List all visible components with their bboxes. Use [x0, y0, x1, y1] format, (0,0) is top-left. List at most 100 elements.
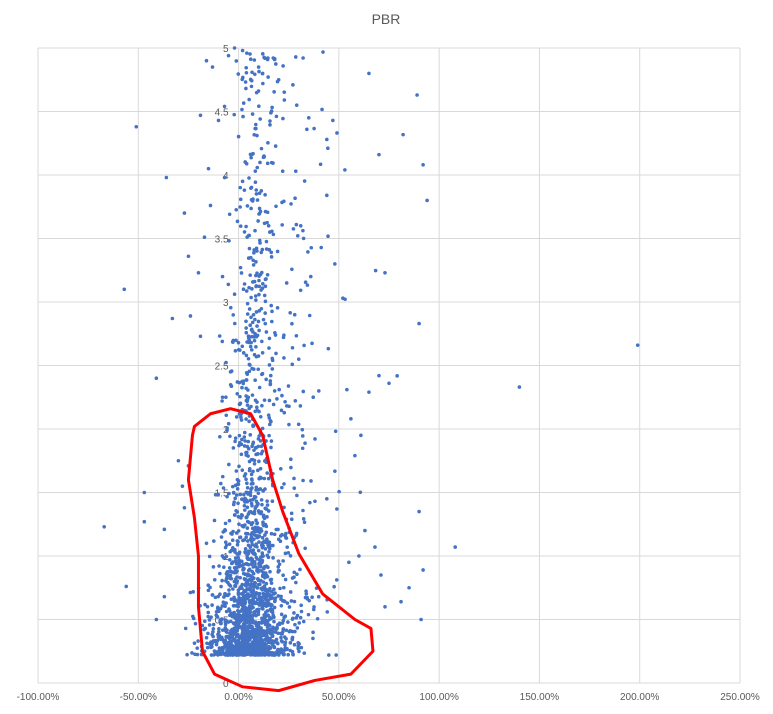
data-point: [251, 571, 256, 576]
data-point: [297, 621, 302, 625]
data-point: [231, 340, 235, 344]
data-point: [242, 577, 247, 581]
data-point: [269, 616, 273, 621]
data-point: [282, 652, 286, 657]
data-point: [218, 648, 222, 653]
data-point: [241, 647, 246, 652]
data-point: [236, 348, 241, 352]
data-point: [453, 545, 457, 549]
data-point: [240, 437, 244, 442]
data-point: [269, 577, 274, 582]
data-point: [281, 559, 285, 563]
x-tick-label: 250.00%: [720, 692, 760, 703]
data-point: [266, 509, 271, 513]
data-point: [257, 328, 261, 333]
data-point: [295, 572, 299, 577]
data-point: [295, 493, 299, 498]
data-point: [257, 594, 261, 599]
data-point: [353, 453, 357, 458]
data-point: [305, 283, 310, 287]
data-point: [264, 239, 269, 244]
data-point: [301, 56, 305, 60]
data-point: [232, 626, 237, 631]
data-point: [257, 591, 262, 596]
data-point: [245, 526, 250, 530]
data-point: [240, 77, 245, 82]
data-point: [227, 566, 232, 570]
data-point: [250, 520, 255, 525]
data-point: [243, 439, 247, 443]
data-point: [275, 641, 280, 646]
data-point: [288, 554, 293, 558]
data-point: [254, 354, 259, 359]
data-point: [252, 494, 257, 499]
data-point: [247, 419, 251, 424]
data-point: [241, 594, 246, 598]
data-point: [281, 585, 286, 590]
data-point: [280, 485, 284, 490]
data-point: [207, 618, 212, 622]
y-tick-label: 0: [223, 679, 229, 690]
data-point: [209, 615, 213, 619]
data-point: [182, 505, 187, 510]
data-point: [255, 165, 260, 170]
data-point: [225, 428, 229, 433]
data-point: [267, 422, 272, 427]
data-point: [220, 474, 225, 479]
data-point: [244, 477, 248, 482]
data-point: [258, 602, 263, 607]
data-point: [267, 623, 272, 628]
data-point: [254, 565, 258, 569]
data-point: [289, 465, 293, 470]
data-point: [195, 646, 200, 650]
data-point: [294, 531, 299, 536]
data-point: [213, 492, 218, 497]
data-point: [252, 251, 256, 255]
data-point: [295, 613, 300, 618]
data-point: [220, 399, 224, 403]
data-point: [227, 238, 231, 243]
data-point: [223, 638, 228, 643]
data-point: [237, 596, 242, 601]
data-point: [301, 389, 306, 394]
data-point: [254, 485, 259, 490]
data-point: [183, 626, 188, 631]
data-point: [278, 534, 283, 538]
data-point: [232, 513, 237, 517]
data-point: [235, 604, 240, 608]
data-point: [244, 417, 248, 421]
data-point: [205, 604, 210, 609]
data-point: [255, 133, 259, 138]
data-point: [261, 554, 265, 558]
data-point: [219, 481, 223, 486]
data-point: [248, 498, 252, 503]
data-point: [287, 605, 292, 609]
data-point: [253, 122, 258, 127]
data-point: [249, 78, 254, 83]
data-point: [237, 563, 242, 567]
data-point: [270, 596, 275, 600]
data-point: [261, 607, 265, 611]
data-point: [280, 393, 284, 398]
data-point: [349, 417, 353, 421]
data-point: [254, 499, 259, 504]
data-point: [252, 611, 257, 616]
data-point: [257, 540, 261, 544]
data-point: [217, 334, 222, 338]
data-point: [241, 609, 246, 613]
data-point: [272, 57, 277, 62]
y-tick-label: 4.5: [215, 108, 229, 119]
data-point: [309, 479, 313, 483]
data-point: [247, 637, 252, 642]
data-point: [235, 575, 239, 579]
data-point: [289, 599, 294, 603]
data-point: [225, 575, 229, 579]
data-point: [257, 212, 261, 216]
data-point: [288, 628, 293, 633]
data-point: [203, 602, 207, 607]
data-point: [182, 211, 187, 215]
data-point: [214, 613, 219, 617]
data-point: [224, 413, 229, 418]
data-point: [253, 527, 258, 532]
data-point: [276, 594, 281, 598]
